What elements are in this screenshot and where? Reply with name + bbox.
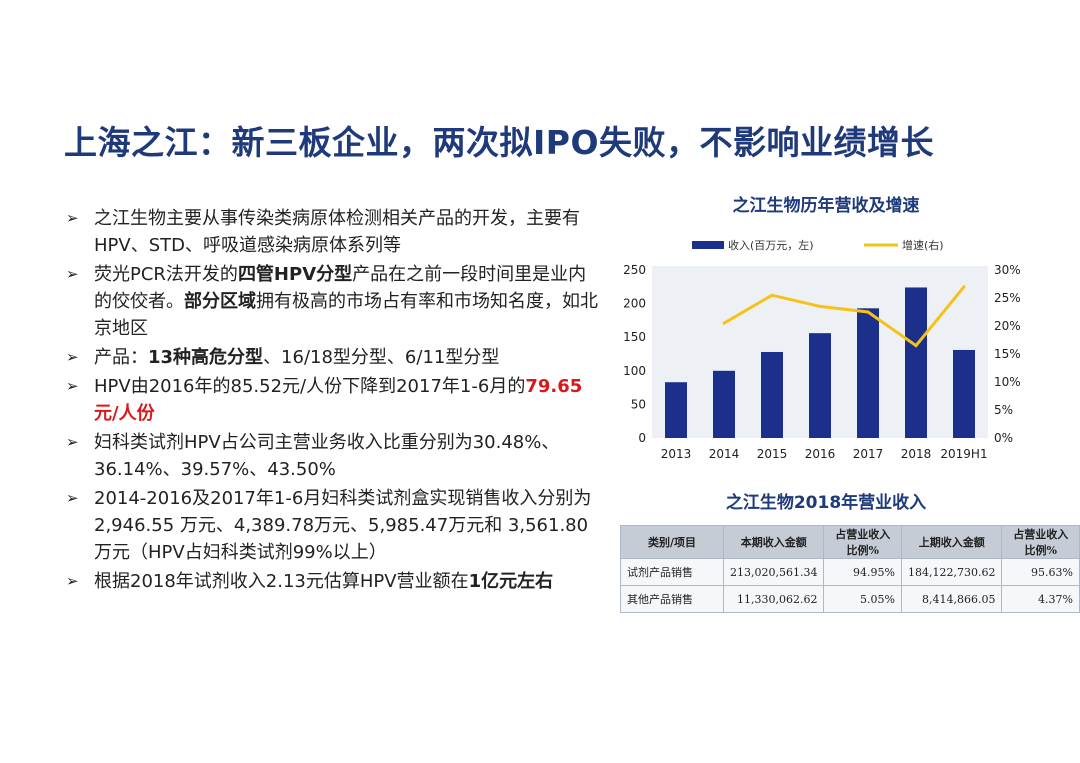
bullet-emphasis: 13种高危分型 <box>148 347 264 368</box>
revenue-bar <box>905 287 927 438</box>
bullet-emphasis: 部分区域 <box>184 291 256 312</box>
revenue-growth-chart: 0 50 100 150 200 250 0% 5% 10% 15% 20% 25% 30% 2013 20… <box>623 238 1021 461</box>
bullet-arrow-icon: ➢ <box>66 433 79 451</box>
table-cell: 184,122,730.62 <box>900 558 1003 586</box>
growth-point <box>866 310 870 314</box>
bullet-arrow-icon: ➢ <box>66 572 79 590</box>
bullet-emphasis: 四管HPV分型 <box>237 264 353 285</box>
table-cell: 94.95% <box>823 558 902 586</box>
bullet-text: 荧光PCR法开发的 <box>94 264 238 285</box>
y-right-tick-label: 15% <box>994 347 1021 361</box>
table-cell: 11,330,062.62 <box>722 585 825 613</box>
y-left-tick-label: 250 <box>623 263 646 277</box>
table-header-cell: 占营业收入比例% <box>823 525 902 559</box>
revenue-bar <box>857 308 879 438</box>
y-right-tick-label: 20% <box>994 319 1021 333</box>
y-left-tick-label: 150 <box>623 330 646 344</box>
chart-title: 之江生物历年营收及增速 <box>732 196 920 216</box>
bullet-text: 、16/18型分型、6/11型分型 <box>263 347 500 368</box>
bullet-text: 2014-2016及2017年1-6月妇科类试剂盒实现销售收入分别为 2,946… <box>94 488 592 563</box>
x-tick-label: 2013 <box>661 447 692 461</box>
bullet-text: 产品在之前一段时间里是业内的佼佼者。 <box>94 264 587 312</box>
growth-line <box>723 285 966 348</box>
table-header-cell: 占营业收入比例% <box>1001 525 1080 559</box>
revenue-bar <box>761 351 783 438</box>
x-tick-label: 2014 <box>709 447 740 461</box>
bullet-text: 妇科类试剂HPV占公司主营业务收入比重分别为30.48%、36.14%、39.5… <box>94 432 560 480</box>
bullet-item: ➢ 根据2018年试剂收入2.13元估算HPV营业额在1亿元左右 <box>64 568 604 595</box>
x-tick-label: 2016 <box>805 447 836 461</box>
x-tick-label: 2017 <box>853 447 884 461</box>
revenue-bar <box>713 370 735 438</box>
revenue-table: 类别/项目 本期收入金额 占营业收入比例% 上期收入金额 占营业收入比例% 试剂产品销售… <box>620 525 1080 613</box>
revenue-bar <box>809 333 831 438</box>
bullet-item: ➢ HPV由2016年的85.52元/人份下降到2017年1-6月的79.65 元… <box>64 373 604 427</box>
table-header-cell: 上期收入金额 <box>900 525 1003 559</box>
y-right-tick-label: 25% <box>994 291 1021 305</box>
y-right-tick-label: 0% <box>994 431 1013 445</box>
growth-point <box>914 344 918 348</box>
growth-point <box>770 293 774 297</box>
table-row: 试剂产品销售 213,020,561.34 94.95% 184,122,730.62… <box>620 558 1080 586</box>
revenue-bar <box>665 382 687 438</box>
bullet-text: 之江生物主要从事传染类病原体检测相关产品的开发，主要有HPV、STD、呼吸道感染… <box>94 208 580 256</box>
table-cell: 4.37% <box>1001 585 1080 613</box>
table-cell: 其他产品销售 <box>620 585 724 613</box>
y-left-tick-label: 0 <box>638 431 646 445</box>
y-right-tick-label: 5% <box>994 403 1013 417</box>
bullet-arrow-icon: ➢ <box>66 209 79 227</box>
growth-point <box>818 304 822 308</box>
legend-bar-label: 收入(百万元，左) <box>728 238 814 252</box>
table-cell: 213,020,561.34 <box>722 558 825 586</box>
table-cell: 95.63% <box>1001 558 1080 586</box>
bullet-arrow-icon: ➢ <box>66 348 79 366</box>
bullet-text: 根据2018年试剂收入2.13元估算HPV营业额在 <box>94 571 469 592</box>
bullet-text: HPV由2016年的85.52元/人份下降到2017年1-6月的 <box>94 376 526 397</box>
table-row: 其他产品销售 11,330,062.62 5.05% 8,414,866.05 4.37… <box>620 585 1080 613</box>
x-tick-label: 2019H1 <box>940 447 987 461</box>
bullet-item: ➢ 之江生物主要从事传染类病原体检测相关产品的开发，主要有HPV、STD、呼吸道感… <box>64 205 604 259</box>
x-tick-label: 2018 <box>901 447 932 461</box>
bullet-list: ➢ 之江生物主要从事传染类病原体检测相关产品的开发，主要有HPV、STD、呼吸道感… <box>64 205 604 597</box>
bullet-arrow-icon: ➢ <box>66 489 79 507</box>
legend-bar-swatch <box>692 241 724 249</box>
bullet-item: ➢ 荧光PCR法开发的四管HPV分型产品在之前一段时间里是业内的佼佼者。部分区域拥… <box>64 261 604 342</box>
y-left-tick-label: 100 <box>623 364 646 378</box>
bullet-item: ➢ 妇科类试剂HPV占公司主营业务收入比重分别为30.48%、36.14%、39.… <box>64 429 604 483</box>
bullet-text: 产品： <box>94 347 148 368</box>
table-title: 之江生物2018年营业收入 <box>725 493 927 513</box>
bullet-item: ➢ 2014-2016及2017年1-6月妇科类试剂盒实现销售收入分别为 2,94… <box>64 485 604 566</box>
bullet-text: 拥有极高的市场占有率和市场知名度，如北京地区 <box>94 291 598 339</box>
bullet-emphasis: 79.65 元/人份 <box>94 376 583 424</box>
page-title: 上海之江：新三板企业，两次拟IPO失败，不影响业绩增长 <box>64 123 935 162</box>
bullet-item: ➢ 产品：13种高危分型、16/18型分型、6/11型分型 <box>64 344 604 371</box>
growth-point <box>962 285 966 289</box>
table-cell: 试剂产品销售 <box>620 558 724 586</box>
growth-point <box>722 321 726 325</box>
bullet-arrow-icon: ➢ <box>66 377 79 395</box>
y-right-tick-label: 30% <box>994 263 1021 277</box>
table-cell: 5.05% <box>823 585 902 613</box>
table-cell: 8,414,866.05 <box>900 585 1003 613</box>
bullet-arrow-icon: ➢ <box>66 265 79 283</box>
bullet-emphasis: 1亿元左右 <box>468 571 554 592</box>
revenue-bar <box>953 349 975 438</box>
y-right-tick-label: 10% <box>994 375 1021 389</box>
table-header-cell: 本期收入金额 <box>722 525 825 559</box>
x-tick-label: 2015 <box>757 447 788 461</box>
y-left-tick-label: 50 <box>631 397 646 411</box>
table-header-row: 类别/项目 本期收入金额 占营业收入比例% 上期收入金额 占营业收入比例% <box>620 525 1080 559</box>
y-left-tick-label: 200 <box>623 297 646 311</box>
table-header-cell: 类别/项目 <box>620 525 724 559</box>
legend-line-label: 增速(右) <box>902 238 944 252</box>
